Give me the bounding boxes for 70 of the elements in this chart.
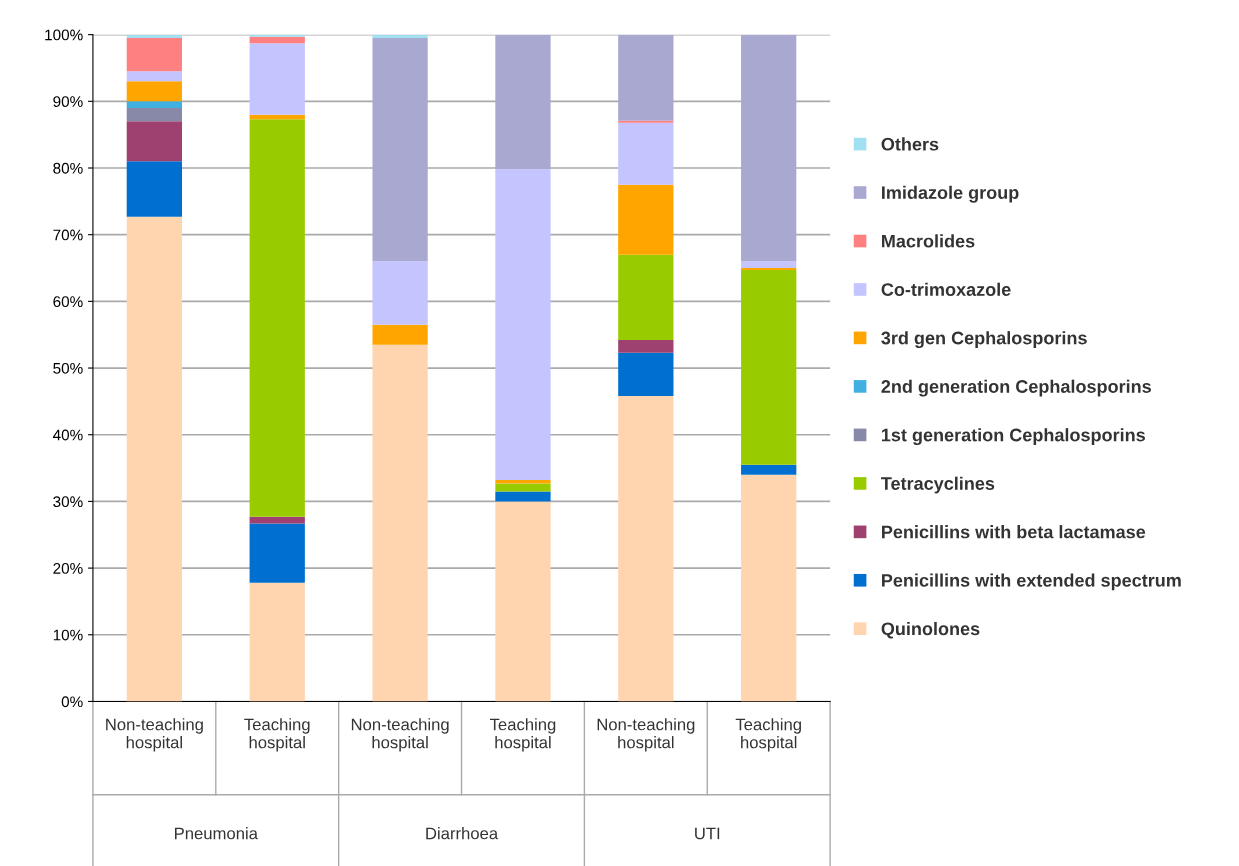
bar [372,34,428,38]
bar [741,464,797,475]
bar [249,34,305,37]
bar [126,121,182,162]
bar [741,261,797,269]
bar [618,254,674,341]
bar [618,352,674,397]
bar [126,71,182,82]
legend-label: Penicillins with beta lactamase [882,525,1146,539]
bar [618,340,674,353]
y-tick-label: 30% [53,496,83,508]
x-tick-label: Teaching hospital [244,718,310,752]
bar [249,119,305,517]
bar [741,270,797,465]
y-tick-label: 0% [61,696,83,708]
bar [126,81,182,102]
bar [495,34,551,170]
bar [741,34,797,262]
bar [618,34,674,121]
bar [372,344,428,702]
bar [372,324,428,345]
bar [741,268,797,271]
bar [126,216,182,702]
x-tick-label: Non-teaching hospital [597,718,695,752]
y-tick-label: 60% [53,296,83,308]
text: Pneumonia [175,827,258,840]
y-tick-label: 80% [53,162,83,174]
x-tick-label: Non-teaching hospital [106,718,203,752]
y-tick-label: 50% [53,362,83,374]
bar [126,37,182,72]
bar [249,523,305,583]
bar [126,161,182,217]
y-tick-label: 90% [53,96,83,108]
bar [126,107,182,122]
y-tick-label: 10% [53,629,83,641]
x-tick-label: Teaching hospital [489,718,556,752]
bar [249,582,305,702]
bar [495,483,551,492]
legend-label: Imidazole group [882,185,1019,203]
legend-label: 2nd generation Cephalosporins [881,379,1151,397]
bar [495,491,551,502]
bar [126,34,182,38]
bar [618,122,674,185]
bar [495,480,551,484]
y-tick-label: 40% [52,429,83,441]
bar [618,396,674,702]
text: UTI [695,827,720,840]
bar [249,43,305,115]
legend-label: Macrolides [882,234,975,248]
bar [372,37,428,262]
legend-label: 3rd gen Cephalosporins [881,331,1087,349]
legend-label: Tetracyclines [881,476,995,494]
legend-label: Others [881,137,939,151]
legend-label: 1st generation Cephalosporins [881,428,1145,446]
bar [495,169,551,481]
legend-label: Penicillins with extended spectrum [882,573,1181,591]
y-tick-label: 20% [53,562,83,574]
bar [126,101,182,108]
x-tick-label: Non-teaching hospital [351,718,449,752]
bar [618,184,674,255]
legend-label: Co-trimoxazole [881,282,1011,296]
legend-label: Quinolones [881,621,980,639]
bar [495,501,551,702]
y-tick-label: 100% [45,29,83,41]
text: Diarrhoea [426,827,499,840]
bar [741,474,797,702]
bar [372,261,428,325]
x-tick-label: Teaching hospital [735,718,801,752]
bar [618,120,674,123]
y-tick-label: 70% [53,229,83,241]
